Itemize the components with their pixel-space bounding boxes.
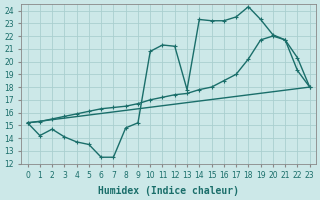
- X-axis label: Humidex (Indice chaleur): Humidex (Indice chaleur): [98, 186, 239, 196]
